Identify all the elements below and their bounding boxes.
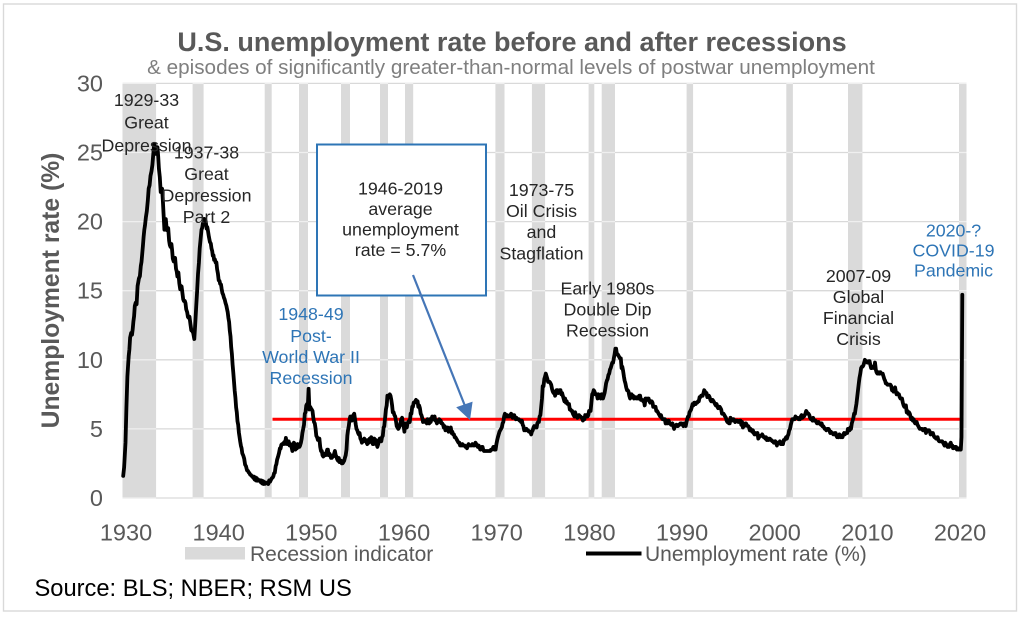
svg-text:Oil Crisis: Oil Crisis bbox=[506, 201, 577, 221]
svg-text:U.S. unemployment rate before: U.S. unemployment rate before and after … bbox=[177, 27, 846, 57]
svg-text:1940: 1940 bbox=[193, 520, 245, 546]
svg-text:1960: 1960 bbox=[378, 520, 430, 546]
svg-text:Post-: Post- bbox=[290, 326, 332, 346]
svg-text:Double Dip: Double Dip bbox=[564, 300, 652, 320]
svg-text:Stagflation: Stagflation bbox=[499, 244, 583, 264]
svg-text:2020: 2020 bbox=[934, 520, 986, 546]
svg-text:1990: 1990 bbox=[656, 520, 708, 546]
svg-text:average: average bbox=[368, 199, 432, 219]
svg-text:and: and bbox=[527, 222, 557, 242]
svg-text:25: 25 bbox=[77, 140, 103, 166]
svg-text:10: 10 bbox=[77, 347, 103, 373]
svg-text:Depression: Depression bbox=[102, 136, 192, 156]
svg-text:Global: Global bbox=[833, 287, 884, 307]
svg-text:1929-33: 1929-33 bbox=[114, 90, 179, 110]
svg-text:Great: Great bbox=[184, 164, 229, 184]
svg-text:1930: 1930 bbox=[100, 520, 152, 546]
svg-text:Financial: Financial bbox=[823, 308, 894, 328]
svg-text:Source: BLS; NBER; RSM US: Source: BLS; NBER; RSM US bbox=[35, 576, 352, 602]
svg-text:2010: 2010 bbox=[841, 520, 893, 546]
svg-text:Recession indicator: Recession indicator bbox=[250, 543, 433, 566]
svg-text:Part 2: Part 2 bbox=[183, 207, 230, 227]
svg-text:1970: 1970 bbox=[471, 520, 523, 546]
svg-text:30: 30 bbox=[77, 70, 103, 96]
svg-text:20: 20 bbox=[77, 209, 103, 235]
svg-text:Recession: Recession bbox=[269, 368, 352, 388]
svg-text:2007-09: 2007-09 bbox=[826, 266, 891, 286]
svg-text:1946-2019: 1946-2019 bbox=[358, 179, 443, 199]
svg-text:Recession: Recession bbox=[566, 321, 649, 341]
svg-text:15: 15 bbox=[77, 278, 103, 304]
svg-text:Early 1980s: Early 1980s bbox=[561, 279, 655, 299]
svg-text:1950: 1950 bbox=[285, 520, 337, 546]
svg-text:1980: 1980 bbox=[563, 520, 615, 546]
svg-text:Unemployment rate (%): Unemployment rate (%) bbox=[38, 153, 65, 429]
svg-text:Pandemic: Pandemic bbox=[914, 261, 993, 281]
svg-text:rate = 5.7%: rate = 5.7% bbox=[355, 240, 447, 260]
svg-text:5: 5 bbox=[90, 416, 103, 442]
svg-text:Depression: Depression bbox=[162, 186, 252, 206]
svg-text:1937-38: 1937-38 bbox=[174, 143, 239, 163]
svg-text:1973-75: 1973-75 bbox=[509, 180, 574, 200]
svg-text:COVID-19: COVID-19 bbox=[912, 241, 994, 261]
svg-text:0: 0 bbox=[90, 485, 103, 511]
svg-text:2020-?: 2020-? bbox=[926, 221, 981, 241]
svg-text:Crisis: Crisis bbox=[836, 329, 881, 349]
svg-text:World War II: World War II bbox=[262, 347, 360, 367]
svg-text:1948-49: 1948-49 bbox=[278, 304, 343, 324]
svg-text:Great: Great bbox=[124, 113, 169, 133]
svg-text:& episodes of significantly gr: & episodes of significantly greater-than… bbox=[147, 56, 875, 79]
svg-text:unemployment: unemployment bbox=[342, 220, 459, 240]
svg-text:2000: 2000 bbox=[749, 520, 801, 546]
svg-text:Unemployment rate (%): Unemployment rate (%) bbox=[645, 543, 867, 566]
